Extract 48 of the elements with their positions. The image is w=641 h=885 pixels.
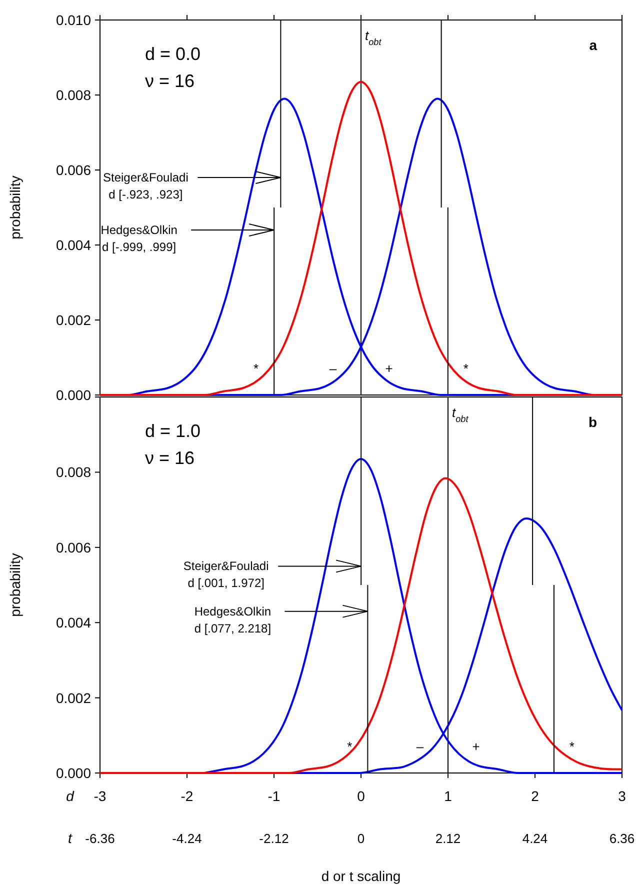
annotation: + [472,739,480,754]
x2-tick-label: 6.36 [609,831,635,846]
text: a [589,37,598,53]
annotation: Hedges&Olkin d [.077, 2.218] [194,604,272,636]
x-tick-label: 0 [357,788,366,804]
x2-tick-label: 0 [357,831,365,846]
annotation: d = 1.0 ν = 16 [145,421,201,468]
y-tick-label: 0.008 [56,464,92,480]
x-tick-label: 1 [444,788,452,804]
y-tick-label: 0.002 [56,690,92,706]
x2-tick-label: -2.12 [259,831,289,846]
y-tick-label: 0.006 [56,539,92,556]
x-tick-label: -2 [180,788,194,804]
y-tick-label: 0.004 [56,237,92,253]
x-tick-label: 2 [531,788,540,804]
annotation: d = 0.0 ν = 16 [145,44,201,91]
y-tick-label: 0.000 [56,387,92,403]
x2-axis-title: t [68,830,74,846]
x2-tick-label: -6.36 [85,831,115,846]
annotation: * [347,739,352,754]
annotation: Steiger&Fouladi d [-.923, .923] [103,170,188,202]
y-tick-label: 0.000 [56,765,92,781]
text: b [588,414,597,430]
ref-line-label: t$_{obt}$ [365,28,382,47]
x-tick-label: -1 [268,788,280,804]
x2-tick-label: 4.24 [522,831,548,846]
x-tick-label: -3 [94,788,106,804]
annotation: – [329,361,338,376]
annotation: * [463,361,468,376]
text: d [66,788,76,804]
x2-tick-label: -4.24 [172,831,202,846]
annotation: Steiger&Fouladi d [.001, 1.972] [183,559,269,590]
y-axis-title: probability [7,176,23,240]
annotation: – [416,739,424,754]
y-tick-label: 0.004 [56,614,92,631]
y-tick-label: 0.010 [56,12,92,28]
x-tick-label: 3 [618,788,626,804]
annotation: * [569,739,574,754]
y-tick-label: 0.002 [56,312,92,328]
annotation: + [385,361,393,376]
x2-tick-label: 2.12 [435,831,461,846]
ref-line-label: t$_{obt}$ [452,405,469,424]
y-axis-title: probability [7,553,23,617]
y-tick-label: 0.006 [56,162,92,178]
annotation: Hedges&Olkin d [-.999, .999] [100,223,178,254]
x-axis-title: d or t scaling [321,868,401,884]
y-tick-label: 0.008 [56,87,92,103]
annotation: * [254,361,259,376]
